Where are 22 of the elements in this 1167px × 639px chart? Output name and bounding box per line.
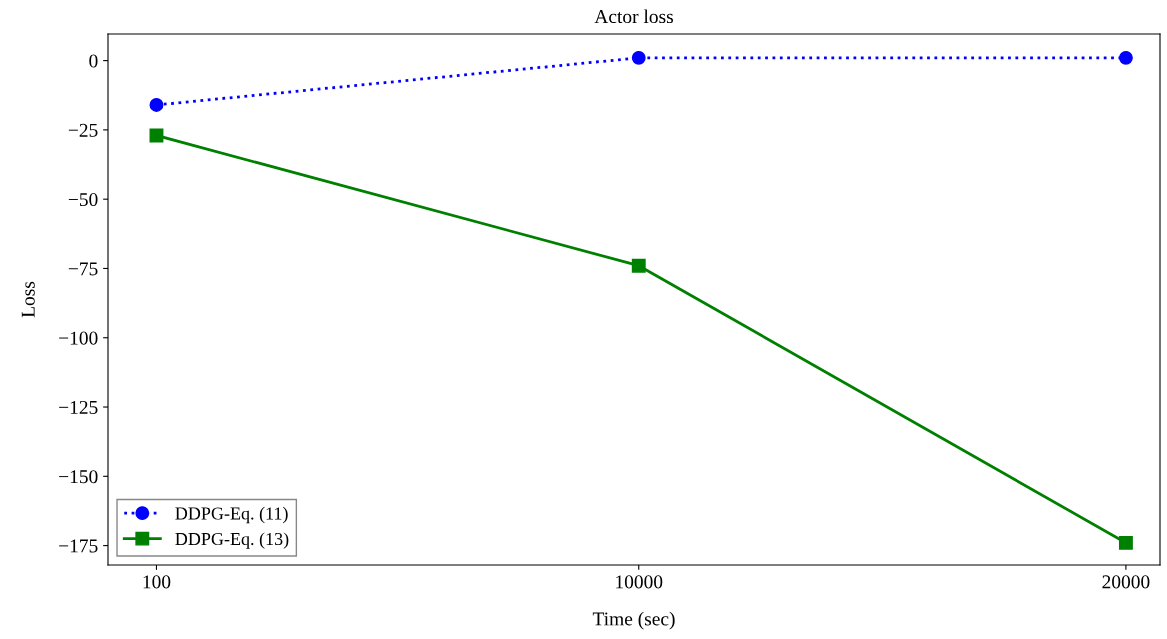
y-tick-label: −100 — [59, 331, 98, 345]
point — [1118, 50, 1133, 65]
y-tick-label: −150 — [59, 470, 98, 484]
y-tick-label: −75 — [68, 262, 98, 276]
chart-title: Actor loss — [594, 9, 673, 24]
legend-label: DDPG-Eq. (11) — [175, 506, 288, 524]
y-tick-label: −25 — [68, 123, 98, 137]
point — [631, 258, 646, 273]
point — [1118, 535, 1133, 550]
legend-label: DDPG-Eq. (13) — [175, 532, 289, 549]
point — [631, 50, 646, 65]
point — [149, 128, 164, 143]
x-tick-label: 10000 — [616, 575, 663, 589]
x-axis-title: Time (sec) — [592, 611, 675, 630]
y-axis-title: Loss — [21, 281, 35, 318]
y-tick-label: −175 — [59, 539, 98, 553]
y-tick-label: 0 — [89, 54, 98, 68]
x-tick-label: 100 — [143, 575, 171, 589]
point — [149, 98, 164, 112]
x-tick-label: 20000 — [1102, 575, 1150, 589]
y-tick-label: −50 — [68, 192, 98, 207]
y-tick-label: −125 — [59, 400, 98, 414]
